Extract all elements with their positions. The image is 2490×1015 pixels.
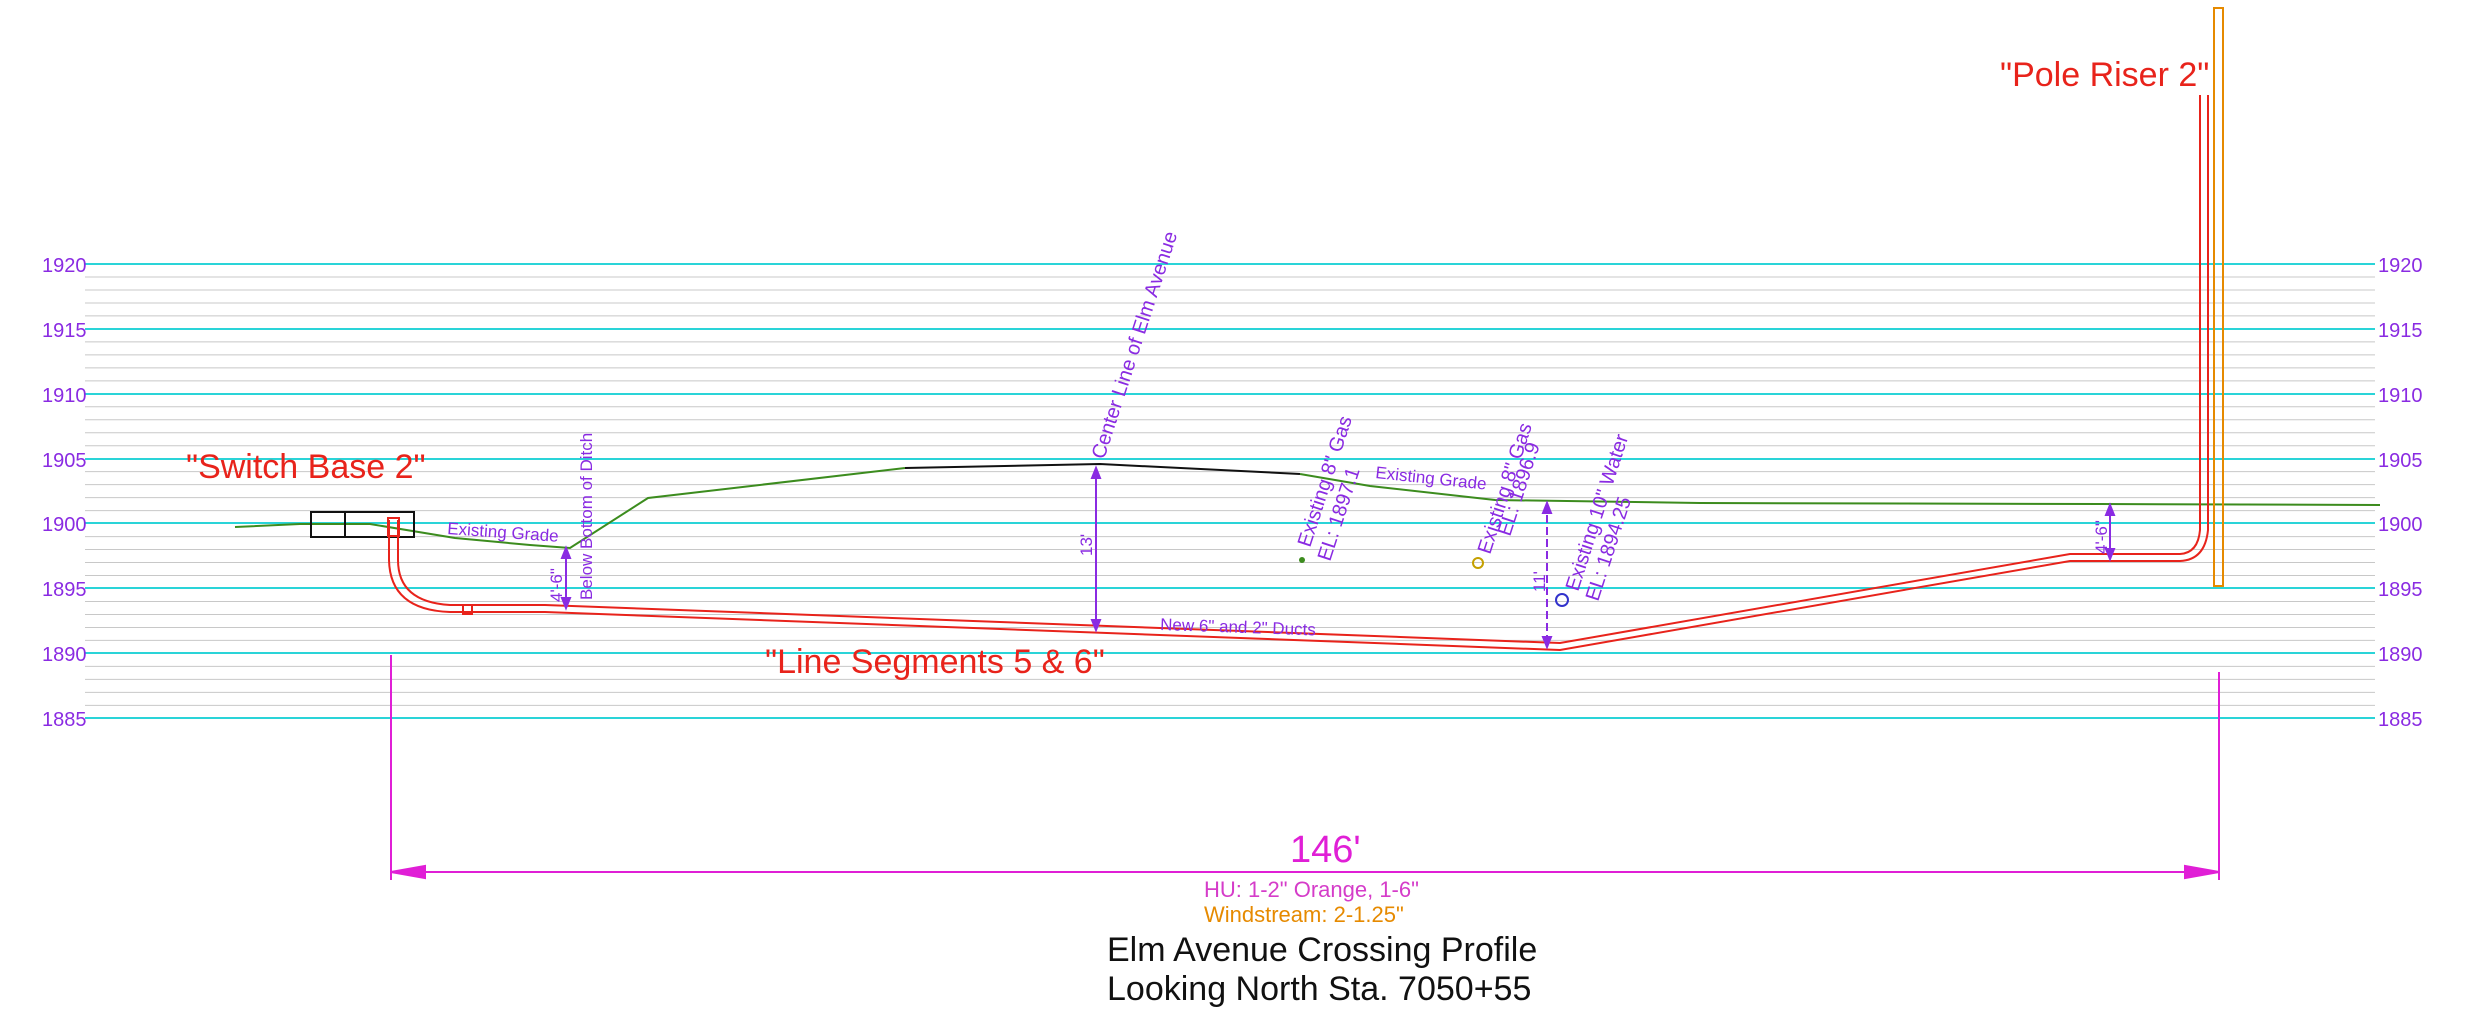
ditch-depth-label: 4'-6" [547,568,566,602]
elev-left-1915: 1915 [42,320,87,342]
riser-arrow-top [2104,502,2116,516]
ditch-arrow-top [560,545,572,559]
elev-right-1915: 1915 [2378,320,2423,342]
riser-arrow-bottom [2104,548,2116,562]
elev-right-1900: 1900 [2378,514,2423,536]
gas2-marker [1472,557,1484,569]
water-marker [1555,593,1569,607]
elevation-labels-right: 1920 1915 1910 1905 1900 1895 1890 1885 [2378,255,2423,731]
depth-dimensions [560,465,2116,650]
riser-depth-label: 4'-6" [2092,520,2111,554]
length-dimension [390,655,2220,880]
water-depth-label: 11' [1530,571,1549,592]
dimension-arrow-left [390,864,426,880]
conduit [387,95,2209,652]
elev-right-1895: 1895 [2378,579,2423,601]
elev-left-1910: 1910 [42,385,87,407]
road-surface-line [904,462,1301,475]
water-arrow-top [1541,500,1553,514]
switch-base-label: "Switch Base 2" [186,448,426,486]
conduit-outer [388,95,2209,652]
hu-note: HU: 1-2" Orange, 1-6" [1204,877,1419,902]
elev-right-1890: 1890 [2378,644,2423,666]
elev-left-1895: 1895 [42,579,87,601]
elev-left-1905: 1905 [42,450,87,472]
elev-right-1920: 1920 [2378,255,2423,277]
switch-base-box [310,511,415,538]
elev-left-1900: 1900 [42,514,87,536]
below-ditch-label: Below Bottom of Ditch [577,433,596,600]
pole-riser-label: "Pole Riser 2" [2000,56,2209,94]
line-segments-label: "Line Segments 5 & 6" [765,643,1105,681]
profile-title: Elm Avenue Crossing Profile [1107,931,1537,969]
center-arrow-top [1090,465,1102,479]
elev-right-1910: 1910 [2378,385,2423,407]
pole-riser-body [2213,7,2224,587]
center-arrow-bottom [1090,619,1102,633]
coupling-marker [462,604,473,615]
minor-grid [85,276,2375,706]
elev-left-1890: 1890 [42,644,87,666]
existing-grade-line-east [1299,473,2381,506]
windstream-note: Windstream: 2-1.25" [1204,902,1404,927]
pole-riser [2213,7,2224,587]
elev-right-1905: 1905 [2378,450,2423,472]
profile-subtitle: Looking North Sta. 7050+55 [1107,970,1531,1008]
ditch-arrow-bottom [560,597,572,611]
dimension-arrow-right [2184,864,2220,880]
center-depth-label: 13' [1077,534,1096,556]
conduit-cap [387,517,400,537]
gas1-marker [1299,557,1305,563]
water-arrow-bottom [1541,636,1553,650]
major-grid [85,263,2375,719]
length-label: 146' [1290,829,1361,871]
elev-left-1885: 1885 [42,709,87,731]
switch-base [310,511,415,538]
elevation-labels-left: 1920 1915 1910 1905 1900 1895 1890 1885 [42,255,87,731]
conduit-inner [397,95,2201,645]
elev-right-1885: 1885 [2378,709,2423,731]
elev-left-1920: 1920 [42,255,87,277]
